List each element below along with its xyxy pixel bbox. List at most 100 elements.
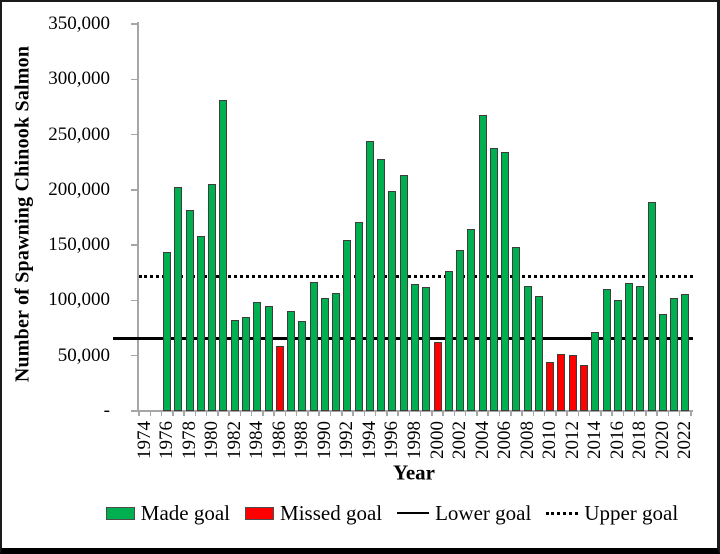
y-axis-tick [131,23,138,25]
bar-2003 [467,228,476,411]
legend-item-missed-goal: Missed goal [245,501,382,525]
x-axis-tick [273,411,275,416]
x-axis-tick [172,411,174,416]
x-tick-label: 2016 [606,421,628,459]
x-tick-label: 1986 [268,421,290,459]
x-axis-tick [262,411,264,416]
bar-1998 [411,283,419,411]
bar-2015 [602,289,611,411]
x-tick-label: 2006 [494,421,516,459]
x-axis-tick [329,411,332,416]
bar-2019 [647,202,656,411]
bar-1981 [219,100,228,411]
lower-goal-solid-line-icon [397,511,430,515]
x-tick-label: 1976 [156,421,178,459]
x-tick-label: 2002 [449,421,471,459]
x-tick-label: 2012 [561,421,583,459]
bar-2022 [681,293,690,411]
bar-1980 [208,184,217,411]
x-axis-tick [656,411,658,416]
x-axis-tick [667,411,670,416]
bar-1979 [196,236,205,411]
x-axis-tick [341,411,343,416]
bar-1990 [320,298,329,411]
x-tick-label: 1980 [201,421,223,459]
x-axis-tick [397,411,399,416]
missed-goal-swatch-icon [245,506,275,520]
legend-label: Missed goal [280,501,383,525]
bar-1986 [275,345,284,411]
y-tick-label: 50,000 [57,344,110,366]
x-axis-tick [622,411,625,416]
x-tick-label: 2010 [539,421,561,459]
x-tick-label: 2020 [651,421,673,459]
x-axis-tick [149,411,151,416]
y-axis-tick [131,189,138,191]
bar-2014 [591,332,600,411]
x-axis-tick [521,411,523,416]
x-axis-tick [510,411,512,416]
x-axis-tick [487,411,489,416]
y-tick-label: 350,000 [48,13,110,34]
x-axis-tick [453,411,456,416]
bar-1994 [365,141,374,411]
bar-1983 [242,317,251,411]
y-axis-title: Number of Spawning Chinook Salmon [11,45,34,383]
y-tick-label: 100,000 [48,289,110,311]
upper-goal-line [139,274,693,278]
bar-1984 [253,301,262,411]
x-axis-tick [386,411,388,416]
y-axis-tick [131,244,138,246]
x-axis-tick [217,411,219,416]
x-tick-label: 1974 [133,421,155,459]
x-axis-tick [194,411,197,416]
x-axis-tick [442,411,444,416]
x-axis-tick [555,411,557,416]
x-tick-label: 2000 [426,421,448,459]
bar-2017 [625,282,634,411]
x-tick-label: 1992 [336,421,358,459]
x-tick-label: 1990 [313,421,335,459]
bar-2011 [557,353,566,411]
x-axis-tick [498,411,501,416]
bar-1992 [343,239,352,411]
x-axis-tick [645,411,647,416]
x-axis-tick [307,411,309,416]
x-axis-tick [160,411,163,416]
plot-area: Number of Spawning Chinook Salmon Year 3… [2,2,717,548]
legend-item-lower-goal: Lower goal [397,501,531,525]
x-axis-tick [690,411,692,416]
legend-label: Made goal [140,501,231,525]
x-tick-label: 1978 [178,421,200,459]
x-axis-tick [633,411,636,416]
x-axis-tick [543,411,546,416]
upper-goal-dotted-line-icon [546,511,579,515]
x-axis-tick [678,411,681,416]
y-tick-label: 300,000 [48,68,110,90]
y-tick-label: 200,000 [48,178,110,200]
y-tick-label: 250,000 [48,123,110,145]
x-axis-tick [408,411,411,416]
y-axis-tick [131,78,138,81]
bar-2009 [534,296,543,411]
made-goal-swatch-icon [105,506,135,520]
bar-1977 [174,186,183,411]
y-axis-tick [131,299,138,302]
bar-2021 [670,298,679,411]
x-tick-label: 2008 [516,421,538,459]
x-axis-tick [532,411,535,416]
x-tick-label: 2004 [471,421,493,459]
bar-2000 [433,342,442,411]
x-axis-tick [239,411,242,416]
bar-1999 [422,287,431,411]
y-axis-tick [131,133,138,136]
legend-label: Lower goal [435,501,532,525]
x-axis-tick [284,411,287,416]
x-axis-title: Year [393,460,435,485]
x-axis-tick [352,411,354,416]
bar-2002 [456,249,465,411]
bar-1993 [354,221,363,411]
x-axis-tick [295,411,298,416]
y-axis-tick [131,354,138,357]
bar-1978 [185,209,194,411]
